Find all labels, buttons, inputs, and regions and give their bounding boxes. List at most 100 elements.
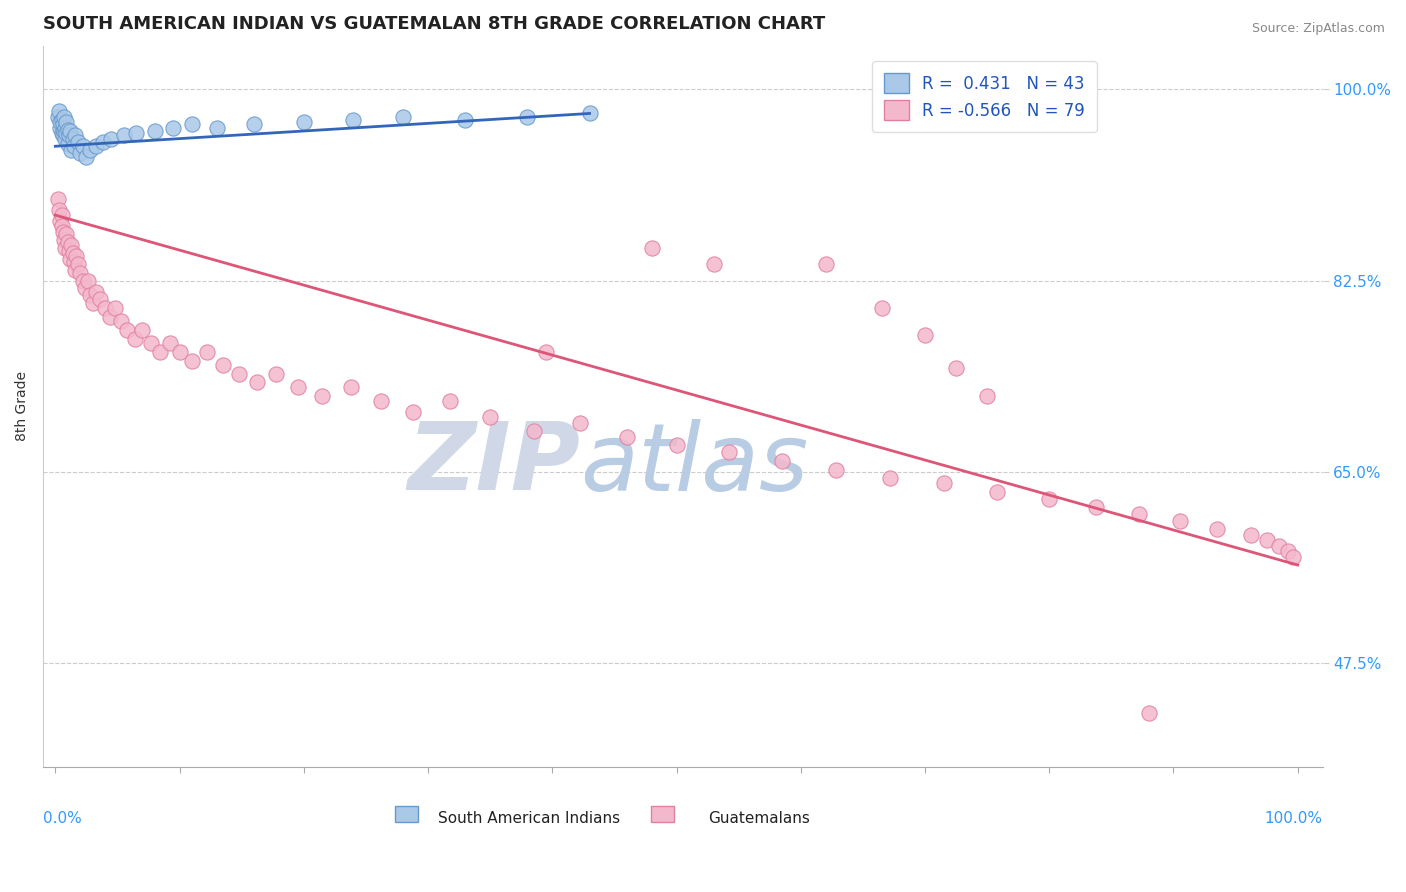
Point (914, 328, 936, 343)
Point (52, 128, 75, 143)
Point (49, 120, 72, 135)
Point (479, 410, 502, 425)
Point (159, 336, 181, 351)
Point (62, 131, 84, 145)
Point (523, 424, 546, 438)
Point (62, 246, 84, 260)
Point (770, 454, 793, 468)
Point (82, 295, 104, 310)
Point (665, 438, 688, 452)
Point (51, 219, 73, 233)
FancyBboxPatch shape (651, 806, 673, 822)
Point (568, 416, 591, 430)
Point (55, 126, 77, 140)
Point (49, 115, 72, 129)
Point (578, 106, 600, 120)
Point (266, 367, 288, 381)
Point (640, 241, 662, 255)
Point (110, 314, 132, 328)
Point (149, 344, 172, 359)
Point (243, 117, 266, 131)
Point (79, 288, 101, 302)
Point (205, 120, 228, 135)
Text: ZIP: ZIP (408, 418, 581, 510)
Point (340, 380, 363, 394)
Point (342, 113, 364, 128)
Point (181, 353, 204, 368)
Text: Source: ZipAtlas.com: Source: ZipAtlas.com (1251, 22, 1385, 36)
Point (63, 139, 86, 153)
Point (879, 470, 901, 484)
Point (392, 110, 415, 124)
Point (143, 124, 166, 138)
Point (112, 128, 135, 143)
Point (402, 405, 425, 419)
Point (55, 227, 77, 241)
Point (53, 241, 76, 255)
Legend: R =  0.431   N = 43, R = -0.566   N = 79: R = 0.431 N = 43, R = -0.566 N = 79 (872, 62, 1097, 132)
Point (69, 266, 91, 280)
Point (56, 123, 79, 137)
Point (69, 145, 91, 160)
Point (1128, 507, 1150, 521)
Point (986, 484, 1008, 499)
Point (976, 388, 998, 402)
Point (932, 475, 955, 490)
Point (616, 430, 638, 444)
Point (52, 225, 75, 239)
Point (53, 233, 76, 247)
Point (814, 257, 837, 271)
Point (60, 237, 83, 252)
Text: SOUTH AMERICAN INDIAN VS GUATEMALAN 8TH GRADE CORRELATION CHART: SOUTH AMERICAN INDIAN VS GUATEMALAN 8TH … (44, 15, 825, 33)
Point (516, 110, 538, 124)
Point (63, 262, 86, 277)
Point (46, 192, 69, 206)
Point (181, 117, 204, 131)
Point (53, 124, 76, 138)
Text: 0.0%: 0.0% (44, 811, 82, 826)
Point (100, 131, 122, 145)
Text: South American Indians: South American Indians (439, 811, 620, 826)
FancyBboxPatch shape (395, 806, 418, 822)
Point (48, 104, 70, 119)
Point (370, 394, 392, 409)
Y-axis label: 8th Grade: 8th Grade (15, 371, 30, 442)
Point (245, 376, 267, 390)
Point (212, 358, 235, 372)
Point (59, 124, 82, 138)
Point (86, 285, 108, 299)
Point (56, 137, 79, 152)
Point (91, 135, 114, 149)
Point (117, 323, 139, 337)
Point (86, 139, 108, 153)
Point (945, 361, 967, 376)
Point (311, 388, 333, 402)
Point (51, 208, 73, 222)
Point (52, 117, 75, 131)
Point (1137, 706, 1160, 720)
Point (228, 367, 250, 381)
Point (49, 213, 72, 227)
Point (1085, 500, 1108, 514)
Point (1268, 540, 1291, 554)
Point (76, 274, 98, 288)
Point (1038, 492, 1060, 507)
Point (63, 255, 86, 269)
Point (139, 336, 162, 351)
Point (51, 113, 73, 128)
Point (703, 257, 725, 271)
Text: atlas: atlas (581, 418, 808, 509)
Point (58, 128, 80, 143)
Point (195, 344, 218, 359)
Point (1256, 533, 1278, 547)
Point (65, 249, 87, 263)
Point (51, 126, 73, 140)
Point (46, 110, 69, 124)
Point (56, 235, 79, 250)
Point (75, 281, 97, 295)
Point (717, 445, 740, 459)
Point (53, 120, 76, 135)
Point (48, 202, 70, 217)
Point (292, 115, 315, 129)
Point (63, 128, 86, 143)
